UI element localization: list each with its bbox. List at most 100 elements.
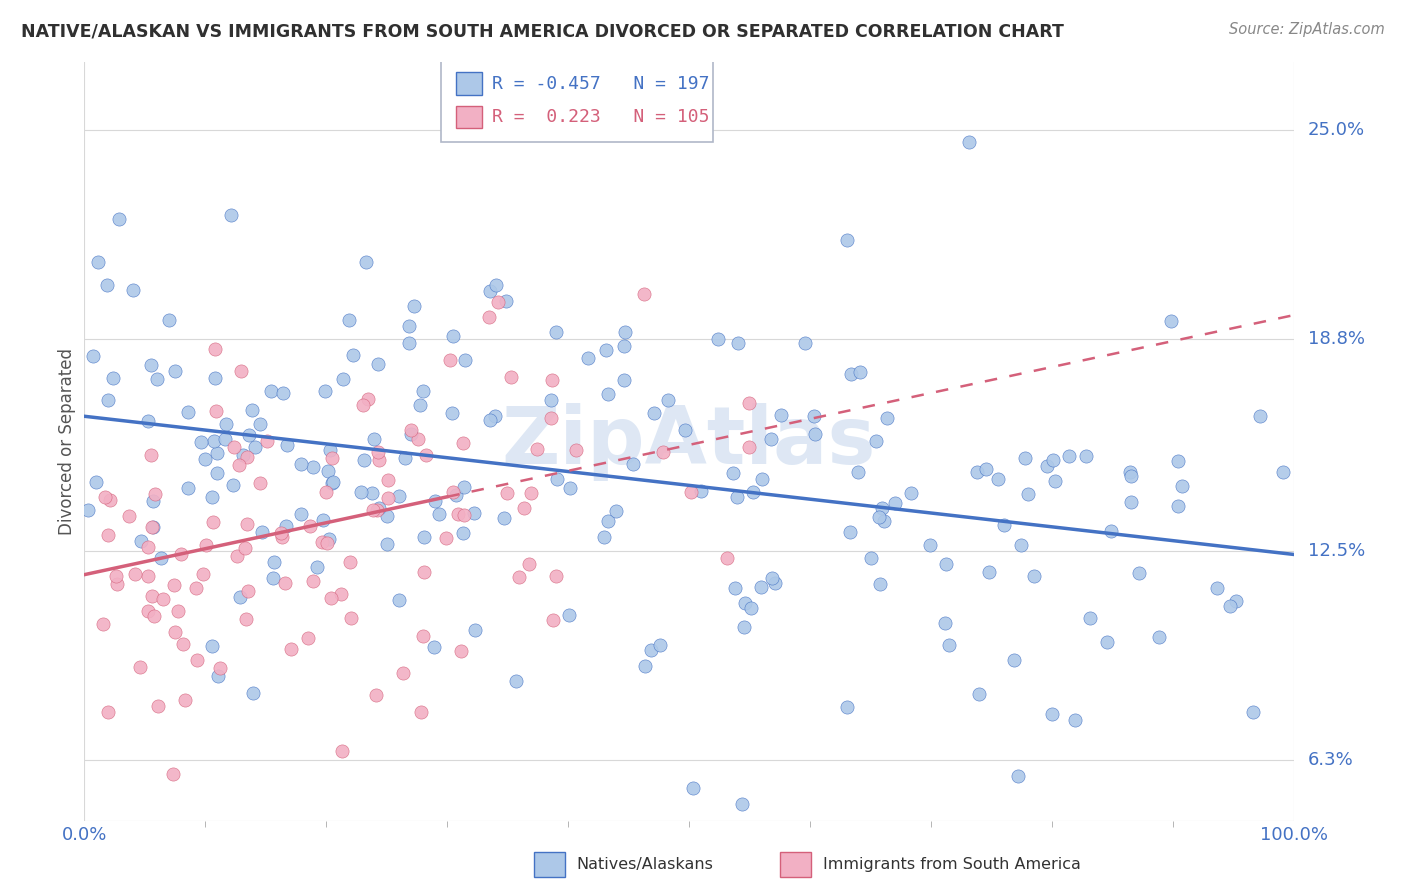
Point bbox=[280, 642, 302, 657]
Point bbox=[434, 532, 457, 546]
Point bbox=[357, 392, 380, 406]
Text: ZipAtlas: ZipAtlas bbox=[502, 402, 876, 481]
Point bbox=[727, 335, 749, 350]
Point bbox=[413, 566, 436, 580]
Point bbox=[305, 559, 328, 574]
Point bbox=[544, 325, 567, 339]
Point bbox=[1010, 538, 1032, 552]
Point bbox=[565, 442, 588, 457]
Point bbox=[558, 608, 581, 623]
Point bbox=[129, 533, 152, 548]
Point bbox=[339, 555, 361, 569]
Point bbox=[740, 600, 762, 615]
Point bbox=[846, 465, 869, 479]
Point bbox=[640, 643, 662, 657]
Point bbox=[270, 525, 292, 540]
Point bbox=[311, 513, 333, 527]
Point bbox=[479, 413, 502, 427]
Point bbox=[207, 669, 229, 683]
Point bbox=[332, 372, 354, 386]
Point bbox=[316, 536, 339, 550]
Point bbox=[361, 503, 384, 517]
Point bbox=[318, 443, 340, 458]
Point bbox=[485, 277, 508, 292]
Point bbox=[94, 490, 117, 504]
Point bbox=[849, 365, 872, 379]
Point bbox=[1099, 524, 1122, 538]
Point bbox=[142, 493, 165, 508]
Point bbox=[214, 432, 236, 446]
Point bbox=[165, 363, 187, 377]
Point bbox=[1167, 500, 1189, 514]
Point bbox=[273, 575, 295, 590]
Point bbox=[478, 310, 501, 324]
Point bbox=[240, 402, 263, 417]
Point bbox=[225, 549, 247, 563]
Point bbox=[361, 486, 384, 500]
Point bbox=[1119, 465, 1142, 479]
Point bbox=[195, 538, 218, 552]
Point bbox=[540, 373, 562, 387]
Point bbox=[427, 507, 450, 521]
Point bbox=[447, 507, 470, 521]
Point bbox=[1121, 469, 1143, 483]
Point bbox=[423, 640, 446, 654]
Point bbox=[540, 393, 562, 408]
Point bbox=[751, 471, 773, 485]
Point bbox=[716, 551, 738, 566]
Point bbox=[412, 384, 434, 399]
Point bbox=[499, 369, 522, 384]
Point bbox=[1059, 449, 1081, 463]
Point bbox=[316, 464, 339, 478]
Point bbox=[398, 335, 420, 350]
Point bbox=[314, 384, 336, 399]
Text: R =  0.223   N = 105: R = 0.223 N = 105 bbox=[492, 108, 710, 126]
Point bbox=[1014, 450, 1036, 465]
Point bbox=[835, 699, 858, 714]
Point bbox=[613, 373, 636, 387]
Point bbox=[920, 538, 942, 552]
Point bbox=[368, 452, 391, 467]
Point bbox=[201, 640, 224, 654]
Point bbox=[399, 427, 422, 442]
Text: Source: ZipAtlas.com: Source: ZipAtlas.com bbox=[1229, 22, 1385, 37]
Point bbox=[621, 457, 644, 471]
Point bbox=[105, 569, 128, 583]
Point bbox=[598, 515, 620, 529]
Point bbox=[163, 625, 186, 640]
Point bbox=[215, 417, 238, 431]
Point bbox=[367, 445, 389, 459]
Point bbox=[1042, 452, 1064, 467]
Point bbox=[412, 530, 434, 544]
Point bbox=[235, 541, 257, 555]
Point bbox=[869, 576, 891, 591]
Point bbox=[190, 435, 212, 450]
Point bbox=[205, 404, 228, 418]
Point bbox=[367, 357, 389, 371]
Point bbox=[157, 313, 180, 327]
Point bbox=[229, 591, 252, 605]
Point bbox=[803, 409, 825, 423]
Point bbox=[1167, 454, 1189, 468]
Point bbox=[354, 254, 377, 268]
Point bbox=[242, 686, 264, 700]
Point bbox=[117, 508, 139, 523]
Point bbox=[177, 481, 200, 495]
Point bbox=[97, 705, 120, 719]
Point bbox=[439, 353, 461, 368]
Point bbox=[967, 688, 990, 702]
Point bbox=[375, 508, 398, 523]
Point bbox=[167, 604, 190, 618]
Point bbox=[311, 535, 333, 549]
Point bbox=[411, 706, 433, 720]
Point bbox=[170, 547, 193, 561]
Point bbox=[1064, 713, 1087, 727]
Point bbox=[219, 208, 242, 222]
Point bbox=[679, 485, 702, 500]
Point bbox=[368, 501, 391, 516]
Point bbox=[377, 491, 399, 506]
Point bbox=[488, 294, 510, 309]
Point bbox=[252, 524, 274, 539]
Point bbox=[330, 744, 353, 758]
Point bbox=[1121, 495, 1143, 509]
